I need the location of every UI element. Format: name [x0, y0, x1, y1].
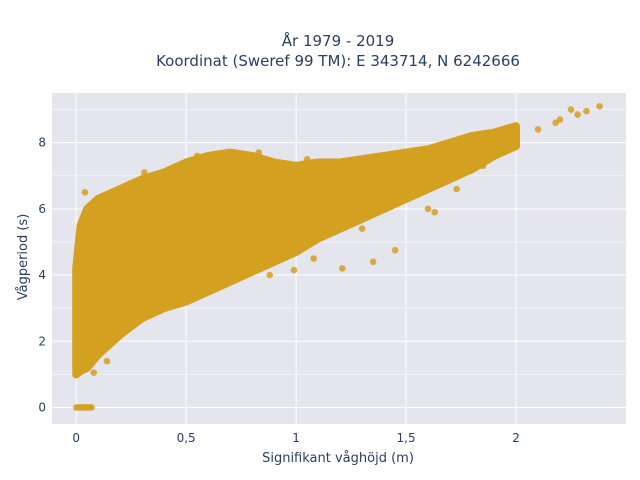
x-axis-ticks: 0 0,5 1 1,5 2: [72, 431, 519, 445]
data-point: [141, 169, 148, 176]
data-point: [303, 155, 311, 163]
data-point: [72, 308, 80, 315]
y-tick-label: 4: [38, 268, 46, 282]
x-tick-label: 2: [512, 431, 520, 445]
y-tick-label: 6: [38, 202, 46, 216]
data-point: [552, 119, 559, 127]
data-point: [88, 202, 95, 209]
y-tick-label: 0: [38, 400, 46, 414]
data-point: [534, 126, 542, 133]
data-point: [508, 136, 515, 143]
chart-title-line-2: Koordinat (Sweref 99 TM): E 343714, N 62…: [156, 52, 520, 70]
data-point: [391, 246, 399, 254]
point-cloud: [72, 122, 520, 379]
data-point: [574, 111, 581, 118]
data-point: [79, 218, 87, 226]
data-point: [290, 266, 298, 274]
point-cloud-area: [72, 122, 520, 379]
data-point: [77, 366, 84, 373]
data-point: [501, 129, 509, 137]
data-point: [193, 152, 201, 160]
x-tick-label: 0,5: [177, 431, 196, 445]
data-point: [358, 225, 366, 233]
data-point: [338, 265, 346, 272]
data-point: [88, 404, 95, 411]
chart-title-line-1: År 1979 - 2019: [282, 31, 395, 50]
y-tick-label: 2: [38, 334, 46, 348]
data-point: [255, 149, 263, 156]
data-point: [266, 271, 274, 279]
data-point: [583, 107, 590, 115]
data-point: [310, 255, 318, 262]
data-point: [495, 149, 502, 156]
data-point: [479, 162, 487, 170]
data-point: [431, 208, 438, 216]
data-point: [424, 205, 432, 213]
y-axis-ticks: 0 2 4 6 8: [38, 136, 46, 415]
y-axis-title: Vågperiod (s): [16, 214, 31, 301]
data-point: [284, 160, 291, 168]
data-point: [103, 357, 111, 365]
x-tick-label: 1,5: [397, 431, 416, 445]
data-point: [218, 152, 225, 160]
data-point: [90, 369, 98, 376]
x-tick-label: 1: [292, 431, 300, 445]
data-point: [81, 189, 89, 196]
x-axis-title: Signifikant våghöjd (m): [262, 451, 414, 466]
data-point: [369, 258, 377, 266]
y-tick-label: 8: [38, 136, 46, 150]
data-point: [72, 268, 80, 276]
data-point: [453, 185, 460, 193]
data-points: [72, 102, 603, 411]
x-tick-label: 0: [72, 431, 80, 445]
data-point: [596, 102, 603, 110]
chart-title: År 1979 - 2019 Koordinat (Sweref 99 TM):…: [156, 31, 520, 70]
data-point: [567, 106, 575, 113]
